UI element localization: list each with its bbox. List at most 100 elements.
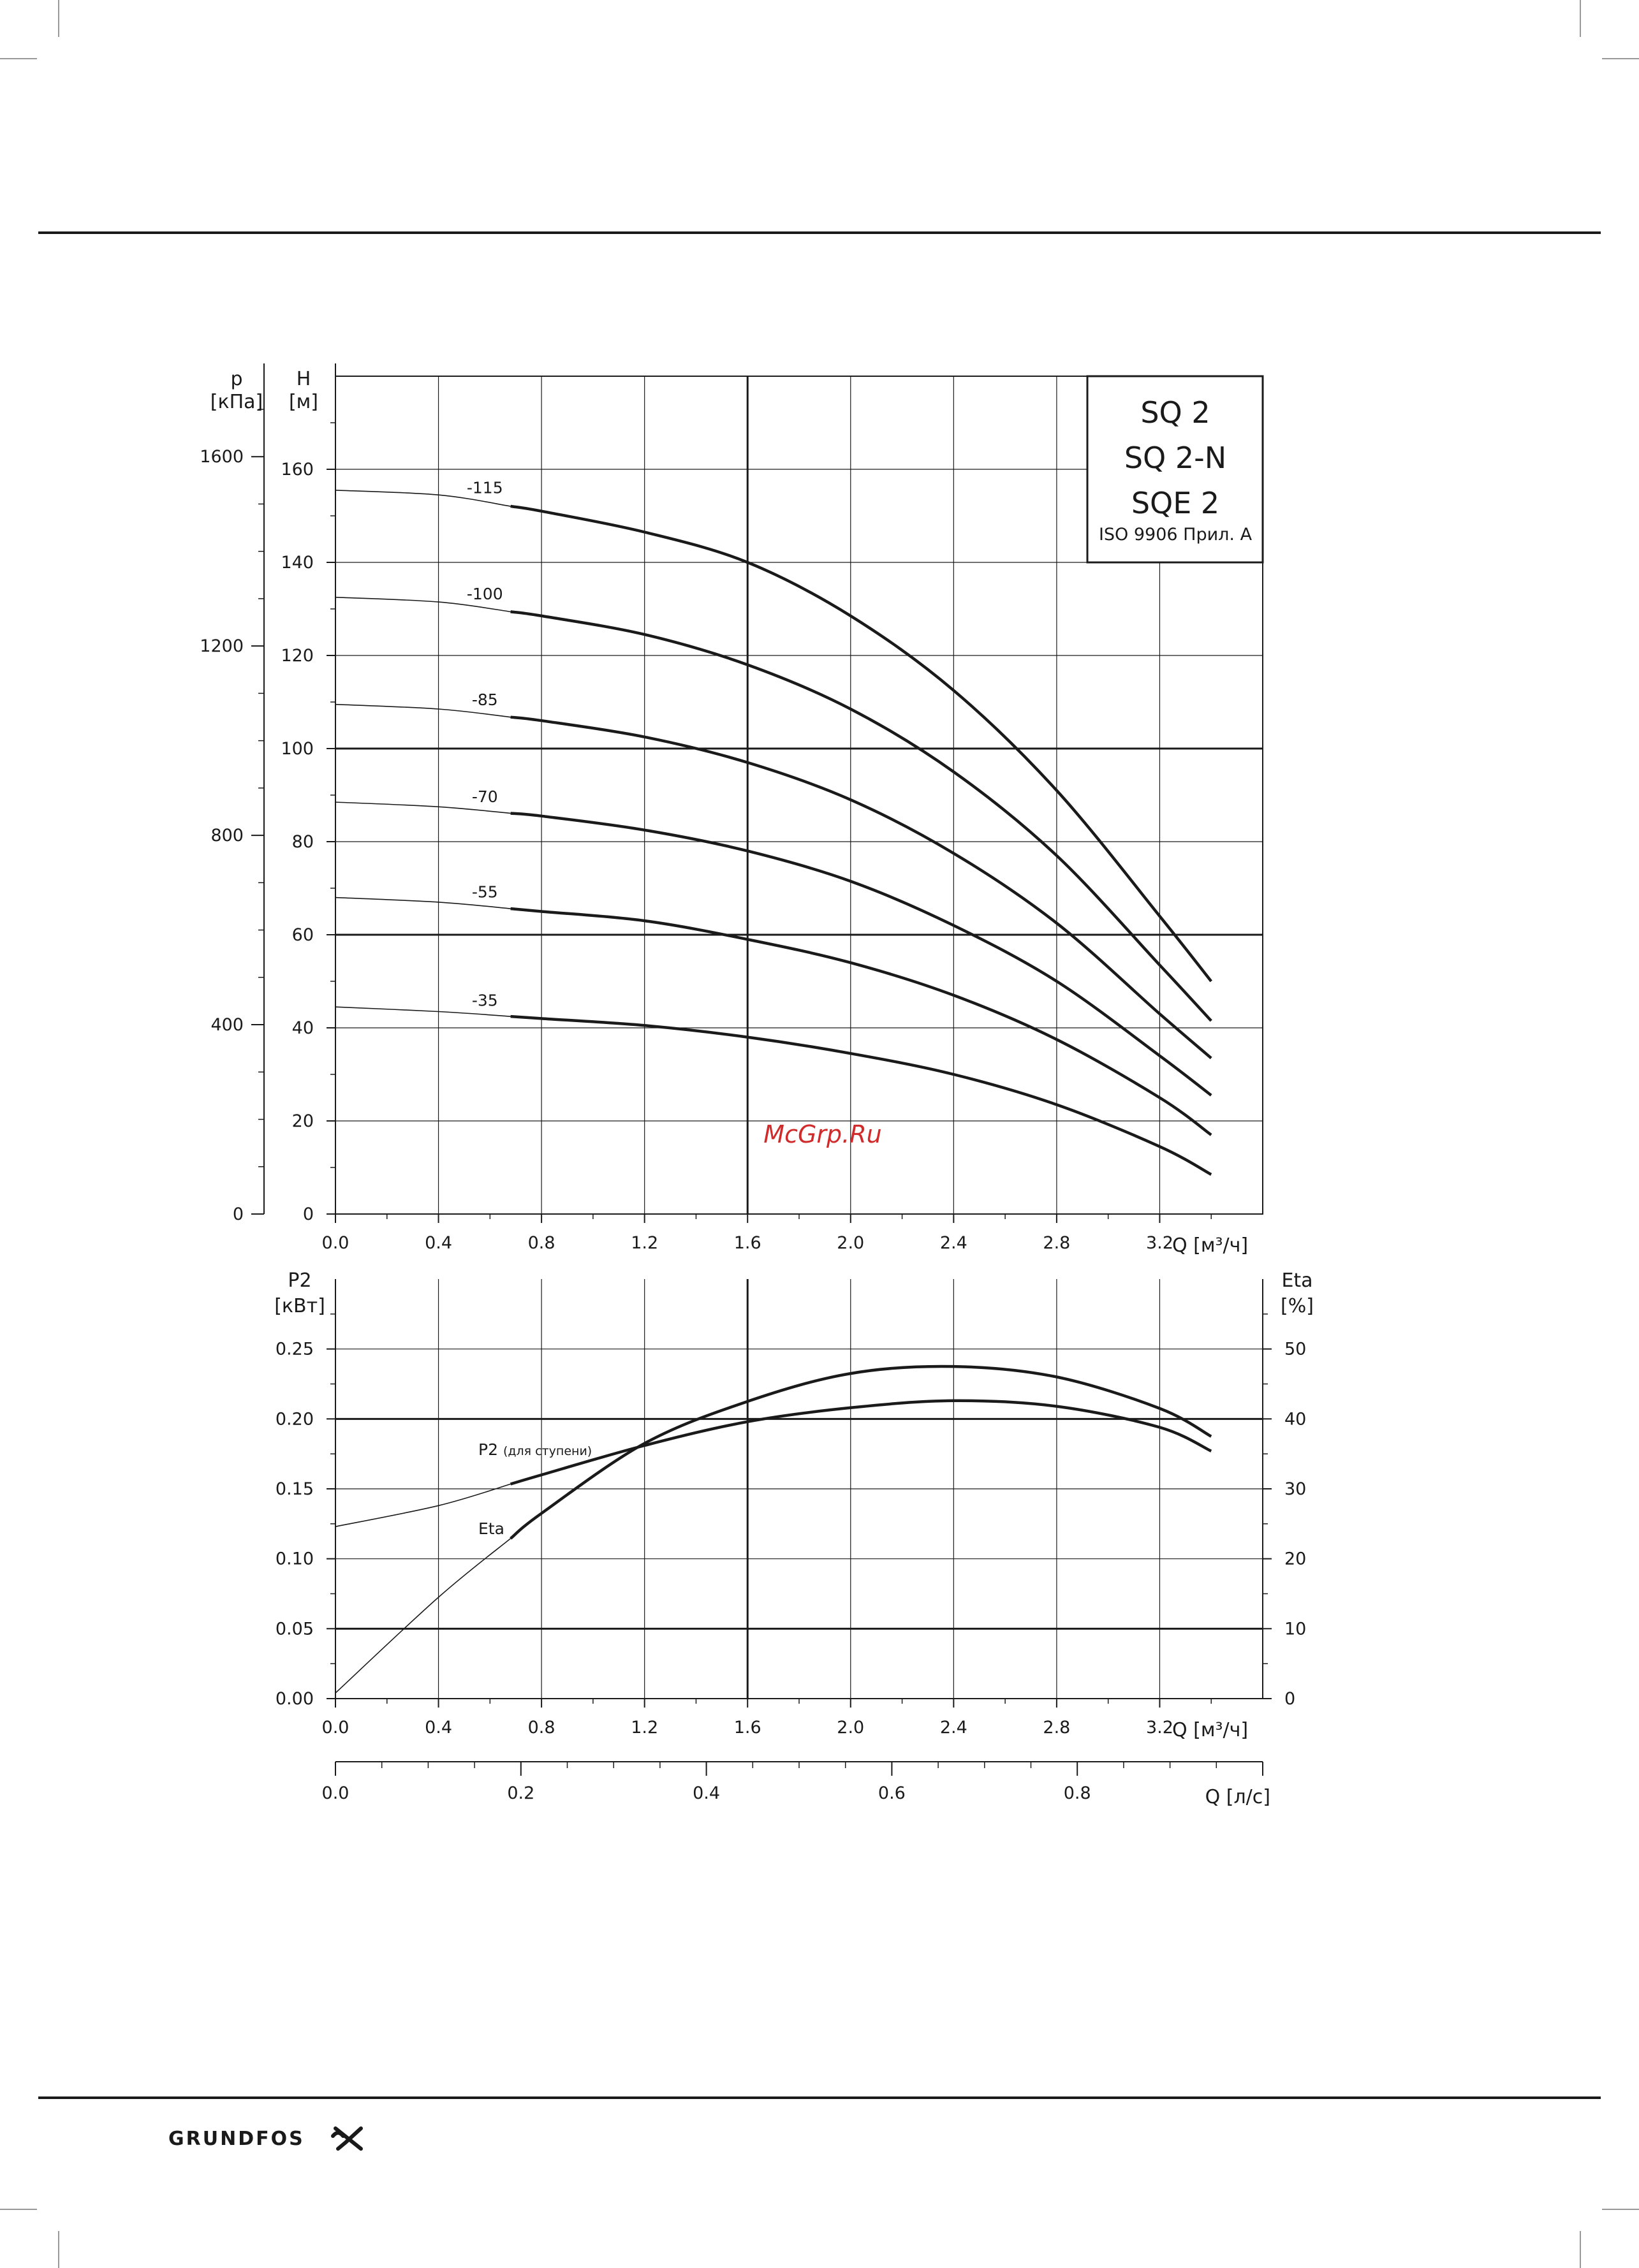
eta-curve <box>510 1364 1212 1540</box>
ls-tick-label: 0.8 <box>1064 1783 1091 1803</box>
x-tick-label: 0.4 <box>425 1233 452 1253</box>
curve-label: -100 <box>467 585 503 603</box>
ls-tick-label: 0.0 <box>322 1783 349 1803</box>
x-tick-label: 2.8 <box>1043 1718 1070 1738</box>
pump-curve-stage-100 <box>510 610 1212 1022</box>
watermark: McGrp.Ru <box>763 1120 881 1148</box>
pump-curve-thin <box>335 596 511 613</box>
pump-curve-thin <box>335 801 511 814</box>
p-tick-label: 1600 <box>200 447 244 467</box>
grundfos-x-mark-icon <box>331 2126 363 2151</box>
curve-label: -55 <box>472 882 498 901</box>
pump-curve-stage-85 <box>510 715 1212 1060</box>
legend-line-3: SQE 2 <box>1131 486 1219 520</box>
head-chart-series-labels: -115 -100 -85 -70 -55 -35 <box>467 479 503 1010</box>
p2-tick-label: 0.15 <box>276 1479 314 1499</box>
eta-tick-label: 30 <box>1284 1479 1306 1499</box>
p-tick-label: 1200 <box>200 636 244 656</box>
pump-curve-stage-70 <box>510 812 1212 1097</box>
x-tick-label: 0.8 <box>528 1718 555 1738</box>
h-tick-label: 40 <box>292 1018 314 1038</box>
head-chart-curves <box>335 490 1212 1176</box>
pump-curve-stage-55 <box>510 907 1212 1136</box>
eta-tick-label: 10 <box>1284 1619 1306 1639</box>
pump-curve-thin <box>335 490 511 507</box>
p2-tick-label: 0.20 <box>276 1409 314 1429</box>
head-chart-ticks: 0.0 0.4 0.8 1.2 1.6 2.0 2.4 2.8 3.2 0 20 40 60 80 100 1… <box>200 363 1212 1253</box>
x-tick-label: 2.8 <box>1043 1233 1070 1253</box>
legend-line-1: SQ 2 <box>1140 395 1210 430</box>
p-tick-label: 0 <box>233 1204 244 1224</box>
h-tick-label: 160 <box>281 460 314 479</box>
p2-curve <box>510 1399 1212 1486</box>
x-tick-label: 2.0 <box>837 1233 864 1253</box>
x-tick-label: 0.8 <box>528 1233 555 1253</box>
x-tick-label: 0.0 <box>322 1718 349 1738</box>
curve-label: -70 <box>472 787 498 806</box>
ls-tick-label: 0.6 <box>878 1783 906 1803</box>
pump-curve-thin <box>335 703 511 718</box>
power-chart-curves <box>335 1364 1212 1694</box>
q-ls-axis-label: Q [л/с] <box>1205 1786 1270 1808</box>
p2-tick-label: 0.10 <box>276 1549 314 1569</box>
x-tick-label: 1.6 <box>734 1718 761 1738</box>
flow-ls-axis: 0.0 0.2 0.4 0.6 0.8 Q [л/с] <box>322 1761 1270 1808</box>
p-tick-label: 800 <box>210 826 244 845</box>
h-tick-label: 140 <box>281 553 314 573</box>
x-tick-label: 1.2 <box>631 1718 658 1738</box>
power-chart-grid <box>335 1279 1263 1699</box>
legend-box: SQ 2 SQ 2-N SQE 2 ISO 9906 Прил. A <box>1086 375 1264 564</box>
grundfos-logo: GRUNDFOS <box>168 2126 363 2151</box>
pump-curve-thin <box>335 1006 511 1017</box>
h-axis-label-1: H <box>297 368 311 390</box>
h-tick-label: 100 <box>281 739 314 759</box>
p2-tick-label: 0.05 <box>276 1619 314 1639</box>
eta-tick-label: 20 <box>1284 1549 1306 1569</box>
h-tick-label: 0 <box>303 1204 314 1224</box>
eta-tick-label: 40 <box>1284 1409 1306 1429</box>
x-tick-label: 1.6 <box>734 1233 761 1253</box>
x-tick-label: 3.2 <box>1146 1718 1173 1738</box>
curve-label: -115 <box>467 479 503 497</box>
x-tick-label: 2.0 <box>837 1718 864 1738</box>
ls-tick-label: 0.4 <box>693 1783 720 1803</box>
eta-axis-label-1: Eta <box>1281 1269 1312 1292</box>
x-tick-label: 0.4 <box>425 1718 452 1738</box>
h-axis-label-2: [м] <box>289 391 318 413</box>
p2-axis-label-1: P2 <box>288 1269 311 1292</box>
eta-tick-label: 0 <box>1284 1689 1295 1709</box>
x-tick-label: 0.0 <box>322 1233 349 1253</box>
x-tick-label: 1.2 <box>631 1233 658 1253</box>
svg-text:GRUNDFOS: GRUNDFOS <box>168 2128 305 2150</box>
ls-tick-label: 0.2 <box>507 1783 534 1803</box>
pump-curve-thin <box>335 896 511 909</box>
eta-tick-label: 50 <box>1284 1340 1306 1359</box>
legend-line-2: SQ 2-N <box>1124 441 1226 475</box>
eta-series-label: Eta <box>478 1519 504 1538</box>
h-tick-label: 80 <box>292 832 314 852</box>
eta-axis-label-2: [%] <box>1281 1295 1314 1317</box>
p2-series-label: P2 (для ступени) <box>478 1440 592 1459</box>
h-tick-label: 120 <box>281 646 314 666</box>
legend-note: ISO 9906 Прил. A <box>1099 525 1253 545</box>
h-tick-label: 60 <box>292 925 314 945</box>
head-chart: 0.0 0.4 0.8 1.2 1.6 2.0 2.4 2.8 3.2 0 20 40 60 80 100 1… <box>200 363 1264 1257</box>
p2-curve-thin <box>335 1483 511 1527</box>
p-axis-label-1: p <box>230 368 242 390</box>
p2-tick-label: 0.25 <box>276 1340 314 1359</box>
curve-label: -85 <box>472 691 498 709</box>
eta-curve-thin <box>335 1538 511 1694</box>
power-chart-ticks: 0.0 0.4 0.8 1.2 1.6 2.0 2.4 2.8 3.2 0.00 0.05 0.10 0… <box>276 1313 1306 1738</box>
q-axis-label-top: Q [м³/ч] <box>1172 1234 1248 1257</box>
pump-curve-stage-115 <box>510 504 1212 983</box>
p2-axis-label-2: [кВт] <box>274 1295 325 1317</box>
q-axis-label-bottom: Q [м³/ч] <box>1172 1719 1248 1741</box>
p-axis-label-2: [кПа] <box>210 391 263 413</box>
x-tick-label: 2.4 <box>940 1233 967 1253</box>
p2-tick-label: 0.00 <box>276 1689 314 1709</box>
pump-curve-stage-35 <box>510 1014 1212 1176</box>
power-efficiency-chart: 0.0 0.4 0.8 1.2 1.6 2.0 2.4 2.8 3.2 0.00 0.05 0.10 0… <box>274 1269 1314 1741</box>
curve-label: -35 <box>472 991 498 1009</box>
